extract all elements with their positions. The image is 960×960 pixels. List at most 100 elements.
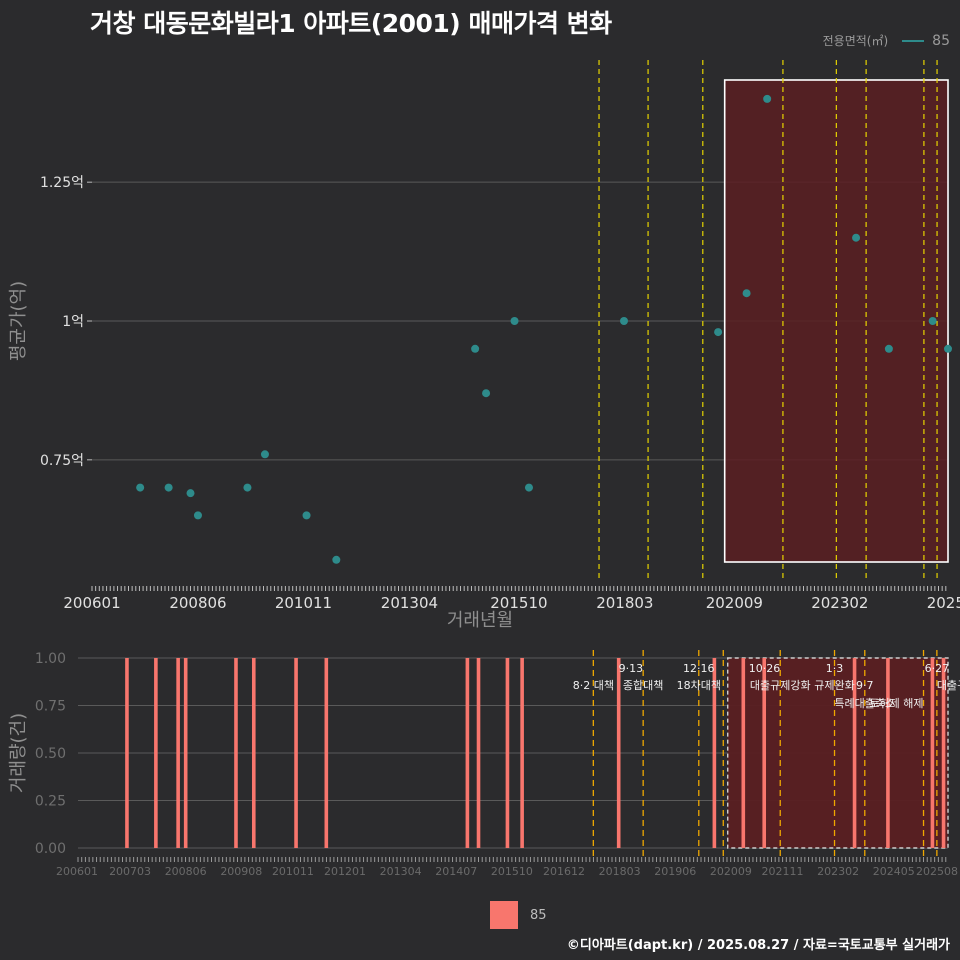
volume-xtick-label: 201304	[380, 865, 422, 878]
volume-bar	[520, 658, 524, 848]
volume-xtick-label: 200806	[165, 865, 207, 878]
volume-ytick-label: 1.00	[35, 651, 66, 667]
price-ytick-label: 1.25억	[40, 175, 84, 191]
chart-title: 거창 대동문화빌라1 아파트(2001) 매매가격 변화	[90, 9, 612, 38]
price-xtick-label: 2025	[927, 594, 960, 612]
price-point	[136, 483, 145, 492]
volume-xtick-label: 201906	[654, 865, 696, 878]
price-point	[928, 317, 937, 325]
price-point	[243, 483, 252, 492]
price-point	[186, 489, 195, 498]
volume-xtick-label: 201011	[272, 865, 314, 878]
price-xtick-label: 201803	[596, 594, 653, 612]
price-point	[193, 511, 202, 520]
price-point	[742, 289, 751, 298]
volume-xtick-label: 202508	[916, 865, 958, 878]
volume-ytick-label: 0.25	[35, 794, 66, 810]
volume-xtick-label: 201201	[324, 865, 366, 878]
volume-bar	[852, 658, 857, 848]
price-xtick-label: 201304	[381, 594, 438, 612]
policy-annotation: 18차대책	[677, 679, 721, 692]
price-point	[714, 328, 723, 337]
legend-bottom-swatch	[490, 901, 518, 929]
price-xtick-label: 201510	[490, 594, 547, 612]
volume-bar	[324, 658, 329, 848]
policy-annotation: 6·27	[925, 662, 950, 675]
price-xtick-label: 201011	[275, 594, 332, 612]
legend-top-label: 85	[932, 32, 950, 49]
volume-bar	[616, 658, 621, 848]
volume-bar	[930, 658, 935, 848]
policy-annotation: 1·3	[826, 662, 844, 675]
legend-top-swatch	[902, 39, 925, 42]
volume-xtick-label: 201803	[599, 865, 641, 878]
price-xtick-label: 200806	[169, 594, 226, 612]
volume-bar	[251, 658, 256, 848]
volume-xtick-label: 201510	[491, 865, 533, 878]
volume-bar	[476, 658, 481, 848]
price-xtick-label: 200601	[63, 594, 120, 612]
volume-bar	[234, 658, 238, 848]
legend-top: 전용면적(㎡) 85	[823, 32, 950, 49]
volume-bar	[125, 658, 129, 848]
policy-annotation: 9·13	[619, 662, 644, 675]
policy-annotation: 종합대책	[623, 679, 663, 692]
volume-bar	[465, 658, 470, 848]
volume-bar	[712, 658, 717, 848]
policy-annotation: 특례대출축소	[834, 697, 895, 710]
price-y-axis-title: 평균가(억)	[8, 281, 29, 361]
price-point	[332, 555, 341, 564]
price-ytick-label: 1억	[62, 314, 84, 330]
legend-top-title: 전용면적(㎡)	[822, 34, 889, 48]
price-point	[852, 233, 861, 242]
price-point	[619, 317, 628, 325]
price-point	[524, 483, 533, 492]
volume-bar	[741, 658, 746, 848]
volume-xtick-label: 202009	[710, 865, 752, 878]
price-point	[302, 511, 311, 520]
volume-bar	[886, 658, 890, 848]
price-point	[482, 389, 491, 398]
volume-bar	[176, 658, 180, 848]
legend-bottom-label: 85	[530, 907, 547, 923]
volume-bar	[294, 658, 298, 848]
policy-annotation: 8·2 대책	[573, 679, 614, 692]
price-ytick-label: 0.75억	[40, 453, 84, 469]
policy-annotation: 대출규제강화	[750, 679, 811, 692]
price-point	[260, 450, 269, 459]
price-point	[510, 317, 519, 325]
volume-xtick-label: 202405	[873, 865, 915, 878]
policy-annotation: 규제완화	[814, 679, 854, 692]
volume-xtick-label: 200703	[109, 865, 151, 878]
policy-annotation: 9·7	[856, 679, 874, 692]
volume-bar	[762, 658, 767, 848]
volume-bar	[183, 658, 188, 848]
volume-bar	[941, 658, 946, 848]
price-point	[884, 344, 893, 353]
price-point	[164, 483, 173, 492]
price-xtick-label: 202009	[706, 594, 763, 612]
volume-bar	[154, 658, 158, 848]
volume-ytick-label: 0.50	[35, 746, 66, 762]
volume-y-axis-title: 거래량(건)	[8, 713, 29, 793]
volume-ytick-label: 0.75	[35, 699, 66, 715]
policy-annotation: 토허제 해제	[869, 696, 923, 710]
price-x-axis-title: 거래년월	[447, 610, 513, 631]
volume-xtick-label: 200908	[220, 865, 262, 878]
policy-annotation: 12·16	[683, 662, 715, 675]
volume-xtick-label: 201612	[543, 865, 585, 878]
legend-bottom: 85	[490, 901, 547, 929]
price-point	[471, 344, 480, 353]
price-point	[944, 344, 952, 353]
volume-xtick-label: 200601	[56, 865, 98, 878]
volume-xtick-label: 202111	[761, 865, 803, 878]
policy-annotation: 10·26	[749, 662, 781, 675]
policy-annotation: 대출규	[937, 679, 960, 692]
volume-xtick-label: 202302	[817, 865, 859, 878]
volume-bar	[505, 658, 510, 848]
price-point	[763, 94, 772, 103]
source-footer: ©디아파트(dapt.kr) / 2025.08.27 / 자료=국토교통부 실…	[566, 938, 950, 953]
price-xtick-label: 202302	[811, 594, 868, 612]
volume-xtick-label: 201407	[435, 865, 477, 878]
